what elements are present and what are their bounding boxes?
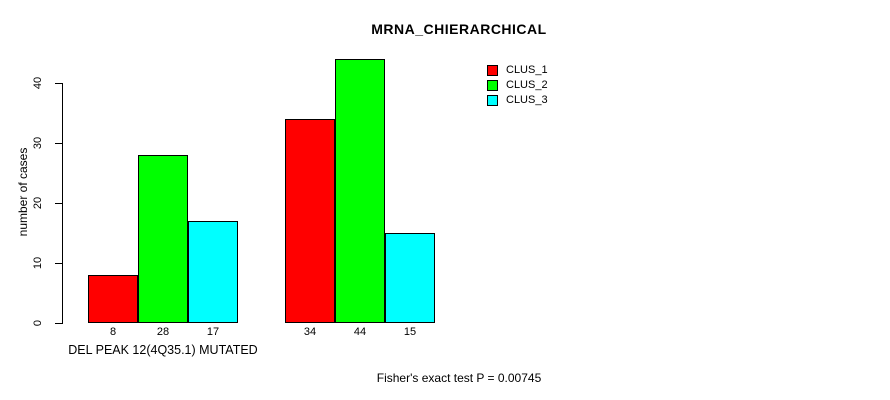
fisher-test-note: Fisher's exact test P = 0.00745 xyxy=(376,371,542,385)
bar-value-label: 44 xyxy=(353,326,367,338)
legend-swatch-clus_3 xyxy=(487,94,498,106)
y-axis-tick-label: 30 xyxy=(32,136,44,150)
y-axis-tick xyxy=(55,83,62,84)
y-axis-tick-label: 10 xyxy=(32,256,44,270)
legend-label: CLUS_1 xyxy=(506,64,548,76)
bar-clus_2-group-2 xyxy=(335,59,385,323)
legend: CLUS_1 CLUS_2 CLUS_3 xyxy=(487,64,548,109)
legend-label: CLUS_2 xyxy=(506,79,548,91)
x-axis-group-label: DEL PEAK 12(4Q35.1) MUTATED xyxy=(68,343,258,357)
bar-value-label: 34 xyxy=(303,326,317,338)
y-axis-tick xyxy=(55,263,62,264)
legend-label: CLUS_3 xyxy=(506,94,548,106)
bar-clus_3-group-1 xyxy=(188,221,238,323)
y-axis-tick-label: 0 xyxy=(32,319,44,327)
legend-row: CLUS_3 xyxy=(487,94,548,106)
bar-clus_3-group-2 xyxy=(385,233,435,323)
bar-value-label: 17 xyxy=(206,326,220,338)
y-axis-tick-label: 20 xyxy=(32,196,44,210)
bar-clus_2-group-1 xyxy=(138,155,188,323)
bar-clus_1-group-1 xyxy=(88,275,138,323)
bar-clus_1-group-2 xyxy=(285,119,335,323)
legend-row: CLUS_2 xyxy=(487,79,548,91)
y-axis-title: number of cases xyxy=(16,147,30,237)
y-axis-tick xyxy=(55,143,62,144)
legend-swatch-clus_2 xyxy=(487,79,498,91)
y-axis-tick xyxy=(55,203,62,204)
y-axis-tick-label: 40 xyxy=(32,76,44,90)
bar-value-label: 28 xyxy=(156,326,170,338)
bar-value-label: 8 xyxy=(109,326,117,338)
legend-row: CLUS_1 xyxy=(487,64,548,76)
chart-title: MRNA_CHIERARCHICAL xyxy=(371,21,547,37)
legend-swatch-clus_1 xyxy=(487,64,498,76)
bar-value-label: 15 xyxy=(403,326,417,338)
y-axis-line xyxy=(62,83,63,324)
y-axis-tick xyxy=(55,323,62,324)
